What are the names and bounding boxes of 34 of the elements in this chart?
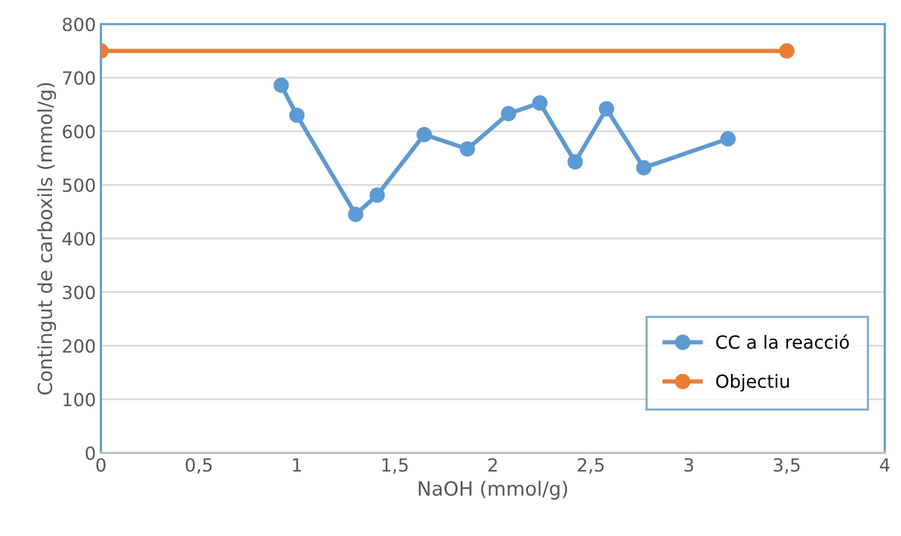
x-tick-label: 1,5 xyxy=(382,458,408,474)
y-tick-label: 300 xyxy=(62,286,95,300)
y-tick-label: 700 xyxy=(63,71,95,85)
point xyxy=(500,106,516,122)
x-tick-label: 3 xyxy=(684,458,694,472)
x-tick-label: 2 xyxy=(488,458,497,472)
point xyxy=(460,141,476,157)
x-tick-label: 0,5 xyxy=(186,458,212,474)
y-tick-label: 100 xyxy=(64,392,95,406)
point xyxy=(289,108,305,123)
x-tick-label: 2,5 xyxy=(578,458,604,474)
y-tick-label: 500 xyxy=(62,178,95,192)
point xyxy=(598,101,614,116)
x-tick-label: 1 xyxy=(293,458,301,472)
y-tick-label: 800 xyxy=(62,18,95,32)
x-tick-label: 0 xyxy=(96,458,106,472)
point xyxy=(720,131,736,146)
legend-label: CC a la reacció xyxy=(716,334,849,349)
y-tick-label: 600 xyxy=(62,124,95,138)
y-tick-label: 400 xyxy=(62,232,95,246)
point xyxy=(274,78,289,93)
point xyxy=(568,154,583,170)
y-tick-label: 0 xyxy=(86,446,95,460)
x-tick-label: 3,5 xyxy=(774,458,800,474)
y-axis-title: Contingut de carboxils (mmol/g) xyxy=(37,83,56,395)
x-axis-title: NaOH (mmol/g) xyxy=(418,480,568,500)
x-tick-label: 4 xyxy=(880,458,890,472)
point xyxy=(348,206,364,222)
y-tick-label: 200 xyxy=(62,339,95,353)
point xyxy=(636,160,652,176)
point xyxy=(416,126,432,142)
point xyxy=(532,95,548,111)
point xyxy=(370,187,385,203)
legend-label: Objectiu xyxy=(716,374,789,392)
